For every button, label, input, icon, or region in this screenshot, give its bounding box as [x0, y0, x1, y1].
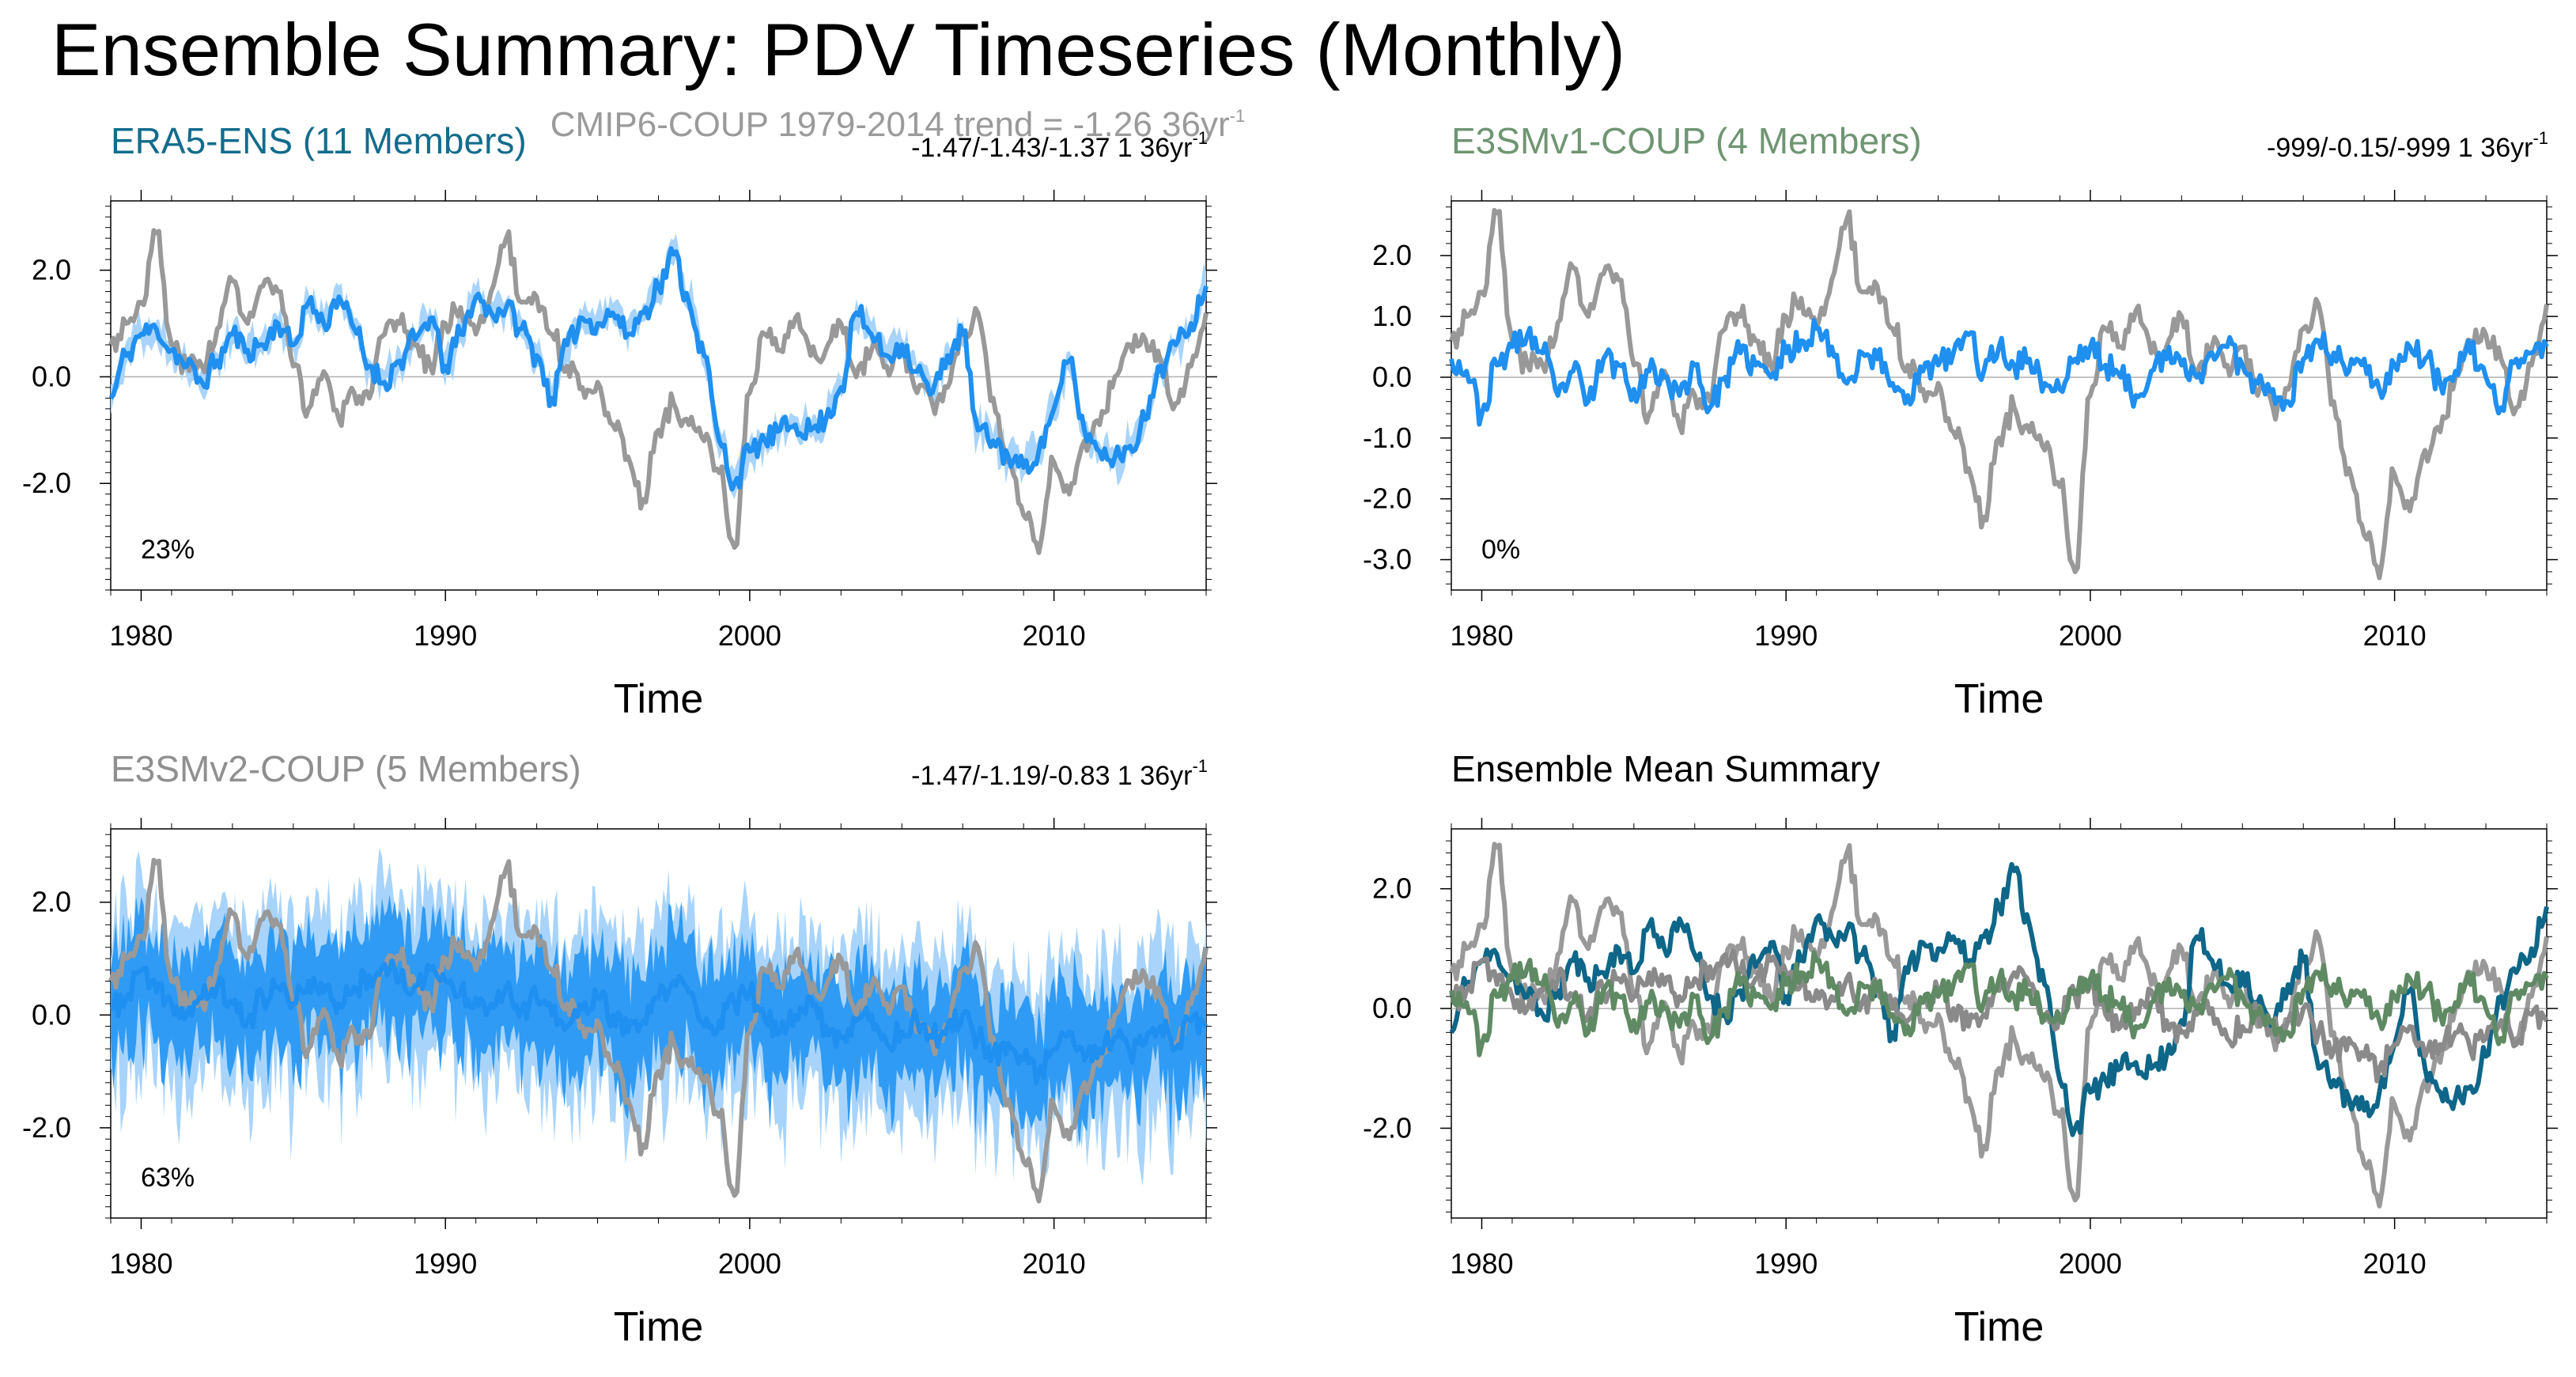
x-axis-title: Time	[1954, 676, 2045, 722]
x-axis-title: Time	[1954, 1304, 2045, 1350]
x-tick-label: 1980	[109, 1247, 172, 1280]
y-tick-label: 0.0	[1372, 361, 1412, 393]
trend-label: -999/-0.15/-999 1 36yr-1	[2267, 128, 2548, 163]
y-tick-label: 2.0	[1372, 872, 1412, 905]
trend-main: -999/-0.15/-999 1 36yr	[2267, 133, 2532, 163]
y-tick-label: 0.0	[32, 360, 71, 392]
x-tick-label: 2010	[2363, 619, 2427, 652]
panel-title: ERA5-ENS (11 Members)	[111, 120, 527, 161]
percent-label: 63%	[141, 1163, 195, 1193]
x-tick-label: 1990	[1754, 619, 1818, 652]
percent-label: 0%	[1481, 535, 1520, 565]
x-tick-label: 2010	[1023, 1247, 1086, 1280]
series-line-era5-ens-ensemble-mean	[108, 246, 1209, 492]
x-tick-label: 1980	[1450, 619, 1513, 652]
subtitle-sup: -1	[1230, 106, 1246, 126]
series-line-e3smv2-coup-ensemble-mean	[109, 958, 1209, 1086]
trend-label: -1.47/-1.19/-0.83 1 36yr-1	[911, 756, 1208, 791]
x-tick-label: 1980	[1450, 1247, 1513, 1280]
y-tick-label: -2.0	[22, 1111, 71, 1144]
series-line-e3smv1-coup-ensemble-mean	[1449, 318, 2549, 427]
x-tick-label: 2000	[718, 1247, 781, 1280]
panel-title: Ensemble Mean Summary	[1451, 748, 1880, 789]
percent-label: 23%	[141, 535, 195, 565]
series-line-cmip6-coup-observations	[1449, 207, 2549, 581]
series-line-cmip6-coup-observations	[108, 228, 1209, 555]
x-tick-label: 1990	[414, 619, 477, 652]
x-tick-label: 2000	[2059, 1247, 2122, 1280]
figure-subtitle: CMIP6-COUP 1979-2014 trend = -1.26 36yr-…	[550, 105, 1245, 144]
y-tick-label: 2.0	[1372, 239, 1412, 271]
x-tick-label: 1990	[1754, 1247, 1818, 1280]
y-tick-label: -2.0	[1363, 1111, 1412, 1144]
panel-title: E3SMv2-COUP (5 Members)	[111, 748, 581, 789]
panel-top-right: E3SMv1-COUP (4 Members) -999/-0.15/-999 1…	[1363, 120, 2558, 722]
y-tick-label: 2.0	[32, 254, 71, 286]
y-tick-label: 2.0	[32, 886, 71, 918]
panel-bottom-left: E3SMv2-COUP (5 Members) -1.47/-1.19/-0.83…	[22, 748, 1217, 1350]
series-line-era5-ens-ensemble-mean	[1449, 861, 2549, 1137]
trend-label: -1.47/-1.43/-1.37 1 36yr-1	[911, 128, 1208, 163]
x-tick-label: 2010	[1023, 619, 1086, 652]
x-tick-label: 2000	[2059, 619, 2122, 652]
series-line-e3smv1-coup-ensemble-mean	[1449, 950, 2549, 1057]
y-tick-label: 0.0	[1372, 992, 1412, 1024]
series-line-e3smv2-coup-ensemble-mean	[1450, 948, 2549, 1084]
panel-top-left: ERA5-ENS (11 Members) -1.47/-1.43/-1.37 1…	[22, 120, 1217, 722]
panel-bottom-right: Ensemble Mean Summary 2.0 0.0 -2.0 1980 1990 2…	[1363, 748, 2558, 1350]
y-tick-label: -1.0	[1363, 422, 1412, 454]
trend-main: -1.47/-1.19/-0.83 1 36yr	[911, 761, 1192, 791]
y-tick-label: 0.0	[32, 998, 71, 1031]
x-tick-label: 1990	[414, 1247, 477, 1280]
subtitle-main: CMIP6-COUP 1979-2014 trend = -1.26 36yr	[550, 105, 1230, 144]
x-tick-label: 1980	[109, 619, 172, 652]
y-tick-label: -2.0	[22, 467, 71, 499]
trend-sup: -1	[1192, 756, 1208, 776]
trend-sup: -1	[2532, 128, 2548, 148]
x-tick-label: 2010	[2363, 1247, 2427, 1280]
spread-band	[111, 233, 1206, 500]
trend-sup: -1	[1192, 128, 1208, 148]
y-tick-label: -2.0	[1363, 482, 1412, 515]
panel-title: E3SMv1-COUP (4 Members)	[1451, 120, 1922, 161]
trend-main: -1.47/-1.43/-1.37 1 36yr	[911, 133, 1192, 163]
panels: ERA5-ENS (11 Members) -1.47/-1.43/-1.37 1…	[22, 120, 2558, 1350]
y-tick-label: -3.0	[1363, 543, 1412, 576]
figure-title: Ensemble Summary: PDV Timeseries (Monthl…	[51, 8, 1625, 91]
x-axis-title: Time	[614, 676, 704, 722]
x-axis-title: Time	[614, 1304, 704, 1350]
y-tick-label: 1.0	[1372, 300, 1412, 332]
spread-band-inner	[111, 895, 1206, 1149]
x-tick-label: 2000	[718, 619, 781, 652]
